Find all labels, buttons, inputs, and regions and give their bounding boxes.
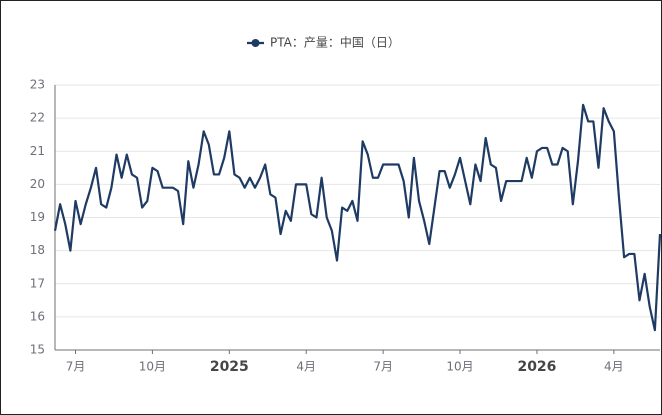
y-tick-label: 21 xyxy=(30,144,45,158)
x-tick-label: 10月 xyxy=(446,360,473,374)
x-tick-label: 7月 xyxy=(66,360,86,374)
y-tick-label: 18 xyxy=(30,243,45,257)
x-tick-label: 2026 xyxy=(517,359,556,375)
x-tick-label: 10月 xyxy=(139,360,166,374)
legend-label: PTA：产量：中国（日） xyxy=(270,35,400,50)
x-tick-label: 7月 xyxy=(373,360,393,374)
y-tick-label: 22 xyxy=(30,111,45,125)
x-tick-label: 4月 xyxy=(604,360,624,374)
y-tick-label: 17 xyxy=(30,276,45,290)
y-tick-label: 15 xyxy=(30,343,45,357)
y-tick-label: 23 xyxy=(30,78,45,92)
y-tick-label: 16 xyxy=(30,309,45,323)
y-tick-label: 20 xyxy=(30,177,45,191)
y-tick-label: 19 xyxy=(30,210,45,224)
legend-marker xyxy=(251,39,260,47)
x-tick-label: 4月 xyxy=(296,360,316,374)
line-series xyxy=(53,103,662,332)
x-tick-label: 2025 xyxy=(210,359,249,375)
legend: PTA：产量：中国（日） xyxy=(247,35,400,50)
